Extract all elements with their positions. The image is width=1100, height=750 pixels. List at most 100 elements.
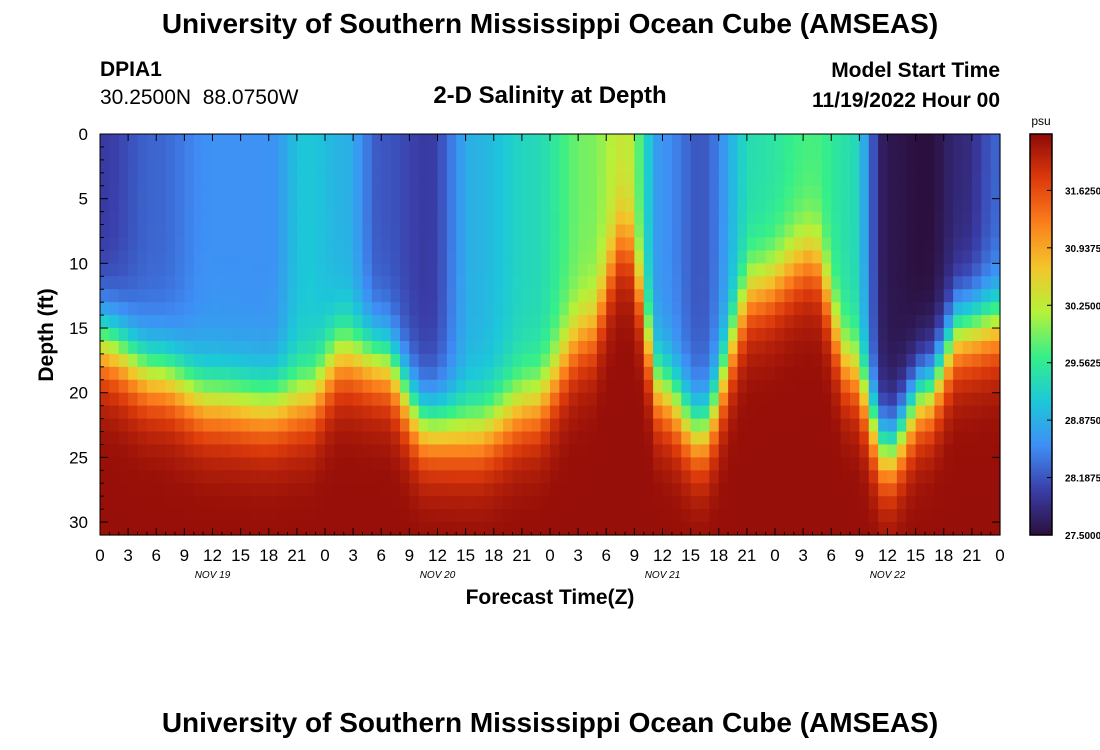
heatmap-cell <box>662 392 673 407</box>
heatmap-cell <box>868 457 879 471</box>
heatmap-cell <box>418 509 429 523</box>
heatmap-cell <box>334 418 345 433</box>
heatmap-cell <box>653 237 664 252</box>
heatmap-cell <box>503 159 514 174</box>
heatmap-cell <box>793 211 804 226</box>
heatmap-cell <box>690 237 701 252</box>
heatmap-cell <box>746 302 757 316</box>
heatmap-cell <box>109 250 120 264</box>
heatmap-cell <box>137 276 148 290</box>
heatmap-cell <box>100 263 110 277</box>
heatmap-cell <box>334 211 345 226</box>
heatmap-cell <box>803 185 814 200</box>
heatmap-cell <box>334 496 345 510</box>
heatmap-cell <box>362 224 373 239</box>
heatmap-cell <box>315 444 326 458</box>
heatmap-cell <box>878 483 889 497</box>
heatmap-cell <box>212 392 223 407</box>
heatmap-cell <box>334 315 345 329</box>
heatmap-cell <box>962 470 973 484</box>
heatmap-cell <box>165 315 176 329</box>
heatmap-cell <box>850 146 860 161</box>
heatmap-cell <box>934 224 945 239</box>
heatmap-cell <box>559 379 570 394</box>
heatmap-cell <box>690 315 701 329</box>
heatmap-cell <box>306 172 317 187</box>
heatmap-cell <box>915 289 926 303</box>
heatmap-cell <box>118 172 129 187</box>
heatmap-cell <box>587 522 598 536</box>
heatmap-cell <box>306 405 317 420</box>
heatmap-cell <box>465 509 476 523</box>
heatmap-cell <box>521 185 532 200</box>
heatmap-cell <box>840 159 851 174</box>
heatmap-cell <box>643 366 654 381</box>
heatmap-cell <box>268 392 279 407</box>
heatmap-cell <box>690 328 701 342</box>
heatmap-cell <box>493 418 504 433</box>
heatmap-cell <box>268 302 279 316</box>
heatmap-cell <box>728 496 739 510</box>
heatmap-cell <box>953 353 964 368</box>
heatmap-cell <box>503 457 514 471</box>
heatmap-cell <box>550 379 560 394</box>
heatmap-cell <box>868 392 879 407</box>
heatmap-cell <box>325 405 335 420</box>
heatmap-cell <box>184 172 195 187</box>
heatmap-cell <box>278 315 289 329</box>
heatmap-cell <box>775 302 785 316</box>
heatmap-cell <box>662 198 673 213</box>
heatmap-cell <box>596 522 607 536</box>
heatmap-cell <box>156 159 167 174</box>
heatmap-cell <box>681 315 692 329</box>
heatmap-cell <box>990 302 1001 316</box>
heatmap-cell <box>146 211 157 226</box>
heatmap-cell <box>643 328 654 342</box>
heatmap-cell <box>568 418 579 433</box>
heatmap-cell <box>437 172 448 187</box>
heatmap-cell <box>606 172 617 187</box>
x-axis-title: Forecast Time(Z) <box>466 586 635 609</box>
heatmap-cell <box>353 263 364 277</box>
heatmap-cell <box>100 405 110 420</box>
heatmap-cell <box>493 379 504 394</box>
heatmap-cell <box>559 509 570 523</box>
heatmap-cell <box>409 276 420 290</box>
heatmap-cell <box>175 211 185 226</box>
heatmap-cell <box>859 250 870 264</box>
heatmap-cell <box>475 470 485 484</box>
heatmap-cell <box>287 431 298 446</box>
heatmap-cell <box>184 250 195 264</box>
heatmap-cell <box>175 224 185 239</box>
heatmap-cell <box>278 237 289 252</box>
heatmap-cell <box>606 483 617 497</box>
heatmap-cell <box>943 353 954 368</box>
heatmap-cell <box>465 146 476 161</box>
heatmap-cell <box>568 263 579 277</box>
heatmap-cell <box>859 392 870 407</box>
heatmap-cell <box>962 405 973 420</box>
heatmap-cell <box>484 263 495 277</box>
heatmap-cell <box>850 405 860 420</box>
heatmap-cell <box>306 159 317 174</box>
heatmap-cell <box>296 418 307 433</box>
heatmap-cell <box>775 315 785 329</box>
heatmap-cell <box>671 237 682 252</box>
heatmap-cell <box>475 250 485 264</box>
heatmap-cell <box>878 263 889 277</box>
heatmap-cell <box>821 172 832 187</box>
heatmap-cell <box>278 289 289 303</box>
heatmap-cell <box>831 366 842 381</box>
heatmap-cell <box>353 366 364 381</box>
heatmap-cell <box>625 237 635 252</box>
heatmap-cell <box>484 237 495 252</box>
heatmap-cell <box>146 250 157 264</box>
heatmap-cell <box>615 172 626 187</box>
heatmap-cell <box>540 392 551 407</box>
heatmap-cell <box>653 172 664 187</box>
heatmap-cell <box>100 159 110 174</box>
heatmap-cell <box>521 134 532 148</box>
heatmap-cell <box>793 418 804 433</box>
heatmap-cell <box>793 250 804 264</box>
heatmap-cell <box>146 328 157 342</box>
